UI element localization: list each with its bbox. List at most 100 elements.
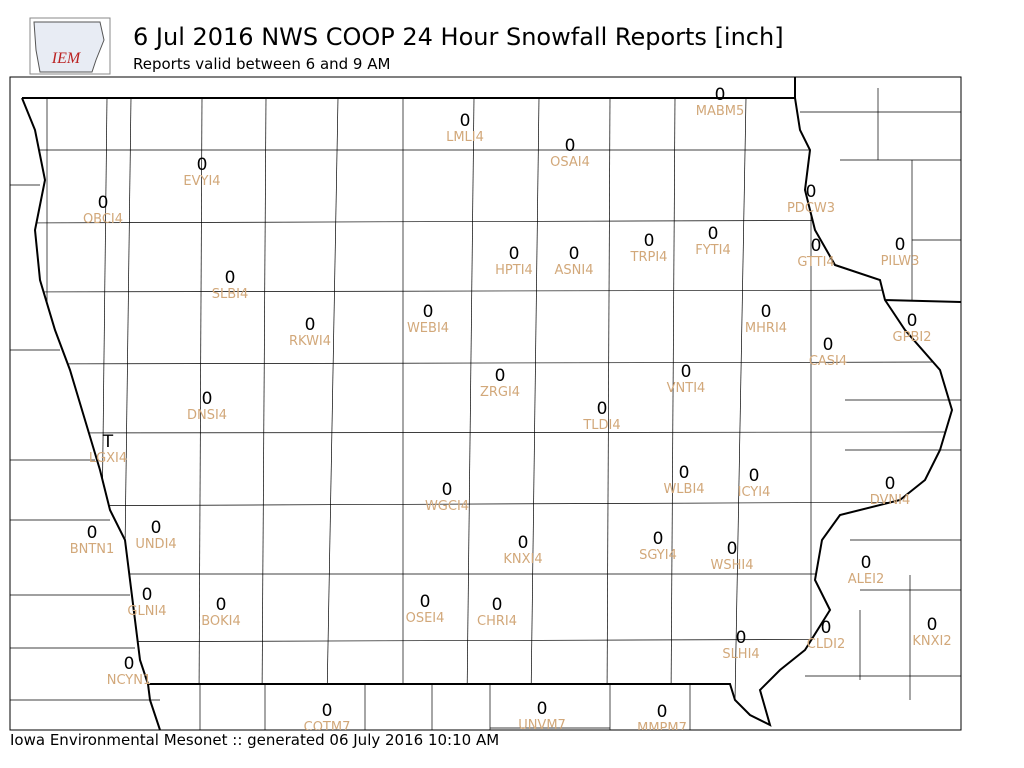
station-id: BNTN1 xyxy=(70,542,115,557)
station-id: EVYI4 xyxy=(183,174,220,189)
station-id: RKWI4 xyxy=(289,334,331,349)
station-id: DNSI4 xyxy=(187,408,227,423)
station-value: 0 xyxy=(537,699,548,719)
station-value: 0 xyxy=(644,231,655,251)
station-value: 0 xyxy=(749,466,760,486)
station-value: 0 xyxy=(197,155,208,175)
county-line xyxy=(734,98,747,700)
station-value: 0 xyxy=(225,268,236,288)
station-value: 0 xyxy=(492,595,503,615)
station-value: 0 xyxy=(895,235,906,255)
station-value: 0 xyxy=(861,553,872,573)
station-id: SGYI4 xyxy=(639,548,677,563)
logo-text: IEM xyxy=(51,50,82,67)
county-line xyxy=(261,98,267,700)
county-line xyxy=(466,98,475,700)
station-id: ZRGI4 xyxy=(480,385,520,400)
station-id: WGCI4 xyxy=(425,499,469,514)
county-line xyxy=(22,501,952,507)
county-line xyxy=(606,98,611,700)
county-line xyxy=(22,289,952,293)
station-value: 0 xyxy=(216,595,227,615)
station-id: GPBI2 xyxy=(893,330,932,345)
station-id: FYTI4 xyxy=(695,243,730,258)
county-line xyxy=(22,361,952,365)
station-id: COTM7 xyxy=(304,720,351,735)
station-value: 0 xyxy=(821,618,832,638)
station-id: SLBI4 xyxy=(212,287,249,302)
station-value: 0 xyxy=(679,463,690,483)
station-value: 0 xyxy=(142,585,153,605)
county-line xyxy=(22,431,952,434)
station-id: TRPI4 xyxy=(630,250,668,265)
county-line xyxy=(22,638,952,643)
station-id: BOKI4 xyxy=(201,614,241,629)
station-value: 0 xyxy=(727,539,738,559)
station-id: PDCW3 xyxy=(787,201,835,216)
station-id: SLHI4 xyxy=(722,647,759,662)
station-id: ASNI4 xyxy=(555,263,594,278)
station-id: LGXI4 xyxy=(89,451,127,466)
county-line xyxy=(670,98,676,700)
station-value: 0 xyxy=(423,302,434,322)
station-value: 0 xyxy=(708,224,719,244)
station-id: PILW3 xyxy=(881,254,920,269)
station-id: DVNI4 xyxy=(870,493,911,508)
station-id: WSHI4 xyxy=(711,558,754,573)
logo: IEM xyxy=(29,17,111,75)
station-value: 0 xyxy=(657,702,668,722)
station-value: 0 xyxy=(495,366,506,386)
station-value: 0 xyxy=(124,654,135,674)
county-lines xyxy=(22,98,952,700)
county-line xyxy=(22,219,952,224)
state-borders xyxy=(21,77,961,730)
station-value: 0 xyxy=(811,236,822,256)
county-line xyxy=(326,98,339,700)
station-id: OSAI4 xyxy=(550,155,590,170)
station-value: 0 xyxy=(761,302,772,322)
station-value: 0 xyxy=(518,533,529,553)
station-id: NCYN1 xyxy=(107,673,152,688)
station-id: CHRI4 xyxy=(477,614,517,629)
station-value: 0 xyxy=(715,85,726,105)
station-value: 0 xyxy=(597,399,608,419)
station-value: 0 xyxy=(460,111,471,131)
station-id: LMLI4 xyxy=(446,130,484,145)
station-value: 0 xyxy=(420,592,431,612)
station-id: WLBI4 xyxy=(663,482,704,497)
station-id: WEBI4 xyxy=(407,321,449,336)
station-id: HPTI4 xyxy=(495,263,533,278)
station-id: ALEI2 xyxy=(848,572,884,587)
